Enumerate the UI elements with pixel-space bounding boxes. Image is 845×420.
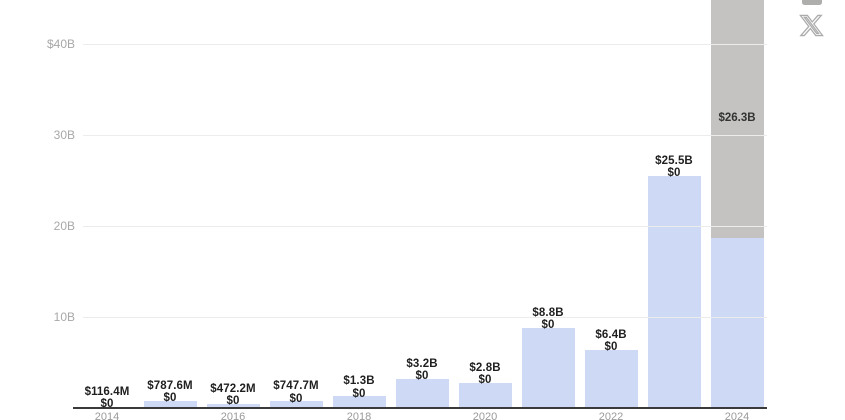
bar-value-label: $747.7M $0 — [251, 380, 341, 405]
x-share-icon[interactable] — [799, 13, 824, 38]
bar-secondary-value: $0 — [226, 395, 240, 408]
bar-primary-segment[interactable] — [710, 237, 764, 408]
gridline — [83, 317, 767, 318]
bar-primary-segment[interactable] — [206, 403, 260, 408]
bar-secondary-value: $0 — [541, 319, 555, 332]
x-axis-tick-label: 2018 — [346, 411, 372, 420]
bar-value-label: $472.2M $0 — [188, 383, 278, 408]
bar-primary-value: $787.6M — [147, 379, 193, 392]
x-axis-tick-label: 2020 — [472, 411, 498, 420]
bar-primary-segment[interactable] — [584, 349, 638, 408]
y-axis-tick-label: $40B — [46, 37, 75, 51]
bar-secondary-value: $0 — [289, 392, 303, 405]
bar-primary-segment[interactable] — [395, 378, 449, 408]
bar-primary-value: $25.5B — [655, 154, 693, 167]
bar-secondary-value: $0 — [163, 392, 177, 405]
bar-primary-value: $472.2M — [210, 382, 256, 395]
bar-secondary-value: $0 — [352, 387, 366, 400]
image-download-icon[interactable] — [802, 0, 822, 5]
bar-value-label: $116.4M $0 — [62, 386, 152, 411]
secondary-segment-inside-label: $26.3B — [718, 112, 756, 125]
bar-primary-segment[interactable] — [143, 400, 197, 408]
y-axis-tick-label: 20B — [53, 219, 75, 233]
bar-primary-segment[interactable] — [521, 327, 575, 408]
y-axis-tick-label: 10B — [53, 310, 75, 324]
bar-secondary-value: $0 — [478, 374, 492, 387]
bar-primary-value: $747.7M — [273, 380, 319, 393]
x-axis-tick-label: 2014 — [94, 411, 120, 420]
bar-value-label: $6.4B $0 — [566, 329, 656, 354]
bar-value-label: $3.2B $0 — [377, 358, 467, 383]
bar-value-label: $1.3B $0 — [314, 375, 404, 400]
x-axis-tick-label: 2016 — [220, 411, 246, 420]
bar-value-label: $8.8B $0 — [503, 307, 593, 332]
bar-value-label: $25.5B $0 — [629, 155, 719, 180]
bar-primary-value: $8.8B — [532, 306, 564, 319]
bar-secondary-value: $0 — [604, 341, 618, 354]
bar-value-label: $787.6M $0 — [125, 380, 215, 405]
bar-primary-segment[interactable] — [269, 401, 323, 408]
bar-primary-value: $116.4M — [84, 385, 130, 398]
bar-primary-segment[interactable] — [647, 175, 701, 408]
bar-secondary-value: $0 — [415, 370, 429, 383]
bar-primary-value: $6.4B — [595, 328, 627, 341]
y-axis-tick-label: 30B — [53, 128, 75, 142]
bar-secondary-segment[interactable] — [710, 0, 764, 238]
x-axis-tick-label: 2022 — [598, 411, 624, 420]
bar-primary-value: $1.3B — [343, 375, 375, 388]
x-axis-line — [73, 407, 767, 409]
bar-value-label: $2.8B $0 — [440, 362, 530, 387]
gridline — [83, 226, 767, 227]
bar-primary-segment[interactable] — [332, 396, 386, 408]
gridline — [83, 44, 767, 45]
x-axis-tick-label: 2024 — [724, 411, 750, 420]
gridline — [83, 135, 767, 136]
bar-primary-value: $2.8B — [469, 361, 501, 374]
bar-primary-value: $3.2B — [406, 357, 438, 370]
bar-primary-segment[interactable] — [458, 382, 512, 408]
bar-secondary-value: $0 — [100, 398, 114, 411]
bar-secondary-value: $0 — [667, 167, 681, 180]
